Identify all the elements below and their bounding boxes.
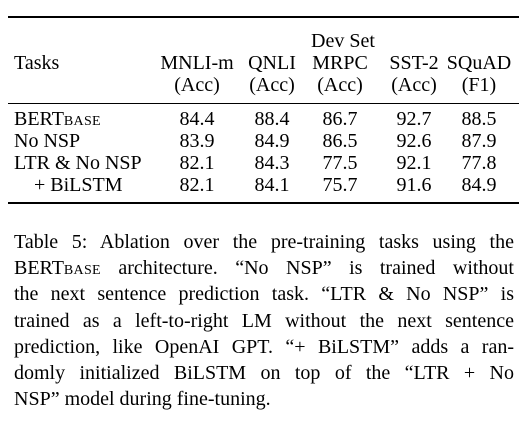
col-metric-squad: (F1): [461, 74, 497, 96]
table-caption: Table 5: Ablation over the pre-training …: [14, 229, 514, 412]
table-cell: 82.1: [179, 152, 215, 174]
caption-line: NSP” model during fine-tuning.: [14, 388, 271, 411]
table-cell: 87.9: [461, 130, 497, 152]
table-cell: 84.9: [254, 130, 290, 152]
table-cell: 83.9: [179, 130, 215, 152]
caption-line: domly initialized BiLSTM on top of the “…: [14, 361, 514, 384]
top-rule: [8, 16, 519, 18]
table-cell: 77.5: [322, 152, 358, 174]
table-cell: 92.1: [396, 152, 432, 174]
table-cell: 82.1: [179, 174, 215, 196]
table-cell: 75.7: [322, 174, 358, 196]
row-label-ltr-no-nsp: LTR & No NSP: [14, 152, 142, 174]
caption-line: BERTBASE architecture. “No NSP” is train…: [14, 257, 514, 280]
header-rule: [8, 103, 519, 104]
table-cell: 84.3: [254, 152, 290, 174]
col-header-qnli: QNLI: [248, 52, 296, 74]
caption-line: the next sentence prediction task. “LTR …: [14, 283, 514, 306]
table-cell: 88.5: [461, 108, 497, 130]
caption-subscript: BASE: [63, 263, 101, 279]
col-metric-mrpc: (Acc): [317, 74, 363, 96]
col-metric-qnli: (Acc): [249, 74, 295, 96]
table-cell: 86.5: [322, 130, 358, 152]
table-cell: 84.4: [179, 108, 215, 130]
col-header-mrpc: MRPC: [312, 52, 368, 74]
table-cell: 77.8: [461, 152, 497, 174]
col-metric-sst2: (Acc): [391, 74, 437, 96]
row-label-no-nsp: No NSP: [14, 130, 81, 152]
col-metric-mnli: (Acc): [174, 74, 220, 96]
row-label-subscript: BASE: [63, 114, 101, 129]
col-header-squad: SQuAD: [446, 52, 512, 74]
row-label-bert-base: BERTBASE: [14, 108, 101, 130]
row-label-bilstm: + BiLSTM: [34, 174, 123, 196]
table-cell: 88.4: [254, 108, 290, 130]
table-cell: 84.9: [461, 174, 497, 196]
table-cell: 91.6: [396, 174, 432, 196]
table-cell: 84.1: [254, 174, 290, 196]
col-header-mnli: MNLI-m: [160, 52, 234, 74]
table-cell: 92.7: [396, 108, 432, 130]
caption-line: Table 5: Ablation over the pre-training …: [14, 231, 514, 253]
bottom-rule: [8, 202, 519, 204]
col-header-sst2: SST-2: [389, 52, 439, 74]
table-cell: 92.6: [396, 130, 432, 152]
dev-set-header: Dev Set: [311, 30, 375, 52]
caption-line: trained as a left-to-right LM without th…: [14, 309, 514, 332]
table-cell: 86.7: [322, 108, 358, 130]
caption-line: prediction, like OpenAI GPT. “+ BiLSTM” …: [14, 335, 514, 358]
tasks-header: Tasks: [14, 52, 60, 74]
